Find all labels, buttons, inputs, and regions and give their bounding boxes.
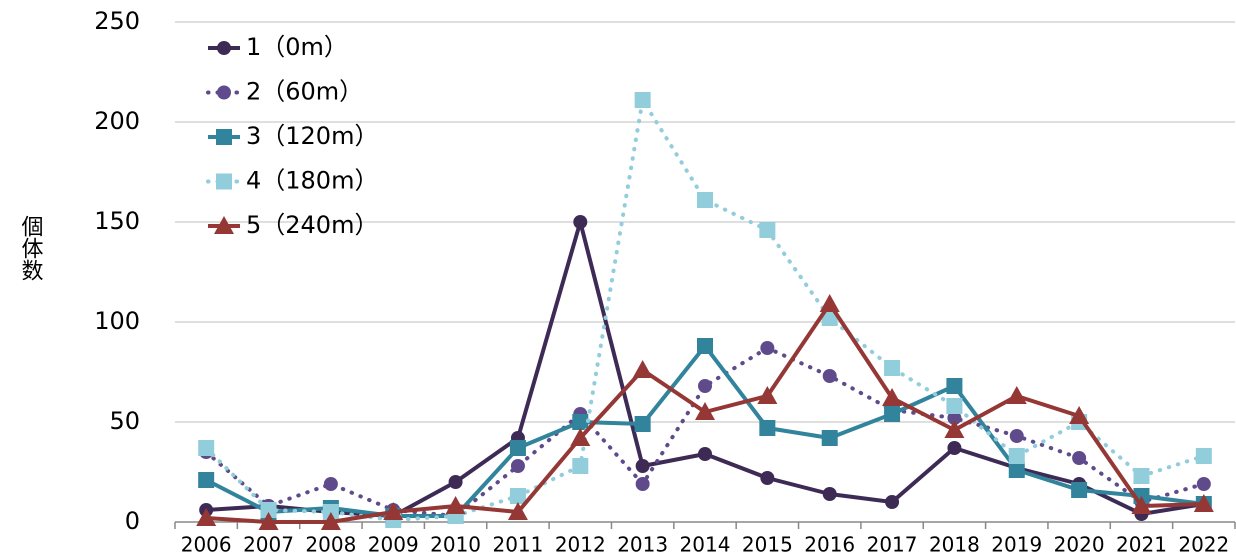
- data-point: [320, 512, 341, 530]
- x-tick-label: 2012: [555, 533, 606, 556]
- data-point: [573, 215, 588, 229]
- data-point: [822, 369, 837, 383]
- data-point: [1131, 496, 1152, 514]
- y-tick-label: 100: [94, 307, 140, 335]
- x-tick-label: 2006: [181, 533, 232, 556]
- data-point: [635, 459, 650, 473]
- data-point: [448, 475, 463, 489]
- data-point: [1195, 448, 1212, 464]
- data-point: [509, 488, 526, 504]
- data-point: [1196, 477, 1211, 491]
- data-point: [1193, 494, 1214, 512]
- data-point: [1009, 429, 1024, 443]
- data-point: [1133, 468, 1150, 484]
- legend-marker: [214, 216, 234, 234]
- data-point: [1008, 462, 1025, 478]
- data-point: [572, 458, 589, 474]
- data-point: [759, 420, 776, 436]
- legend-label: 5（240m）: [246, 211, 378, 239]
- x-tick-label: 2007: [243, 533, 294, 556]
- x-tick-label: 2018: [929, 533, 980, 556]
- x-tick-label: 2017: [867, 533, 918, 556]
- y-tick-label: 250: [94, 7, 140, 35]
- data-point: [383, 502, 404, 520]
- x-tick-label: 2022: [1178, 533, 1229, 556]
- data-point: [819, 294, 840, 312]
- legend-marker: [216, 129, 232, 145]
- x-tick-label: 2019: [991, 533, 1042, 556]
- data-point: [946, 398, 963, 414]
- data-point: [1072, 451, 1087, 465]
- data-point: [260, 502, 277, 518]
- data-point: [946, 378, 963, 394]
- data-point: [1071, 482, 1088, 498]
- x-tick-label: 2011: [492, 533, 543, 556]
- legend-marker: [217, 41, 231, 55]
- data-point: [507, 502, 528, 520]
- legend-label: 3（120m）: [246, 122, 378, 150]
- data-point: [570, 428, 591, 446]
- data-point: [760, 471, 775, 485]
- data-point: [323, 477, 338, 491]
- data-point: [258, 512, 279, 530]
- x-tick-label: 2021: [1116, 533, 1167, 556]
- y-tick-label: 150: [94, 207, 140, 235]
- data-point: [632, 360, 653, 378]
- data-point: [884, 360, 901, 376]
- x-tick-label: 2009: [368, 533, 419, 556]
- x-tick-label: 2008: [305, 533, 356, 556]
- legend-label: 2（60m）: [246, 78, 363, 106]
- data-point: [947, 441, 962, 455]
- data-point: [698, 447, 712, 461]
- data-point: [822, 487, 837, 501]
- series-line: [205, 344, 1205, 518]
- x-tick-label: 2016: [804, 533, 855, 556]
- data-point: [821, 430, 838, 446]
- legend-marker: [216, 173, 232, 190]
- y-axis-label: 個体数: [18, 215, 44, 281]
- data-point: [634, 416, 651, 432]
- data-point: [510, 459, 525, 473]
- y-tick-label: 50: [109, 407, 140, 435]
- data-point: [509, 440, 526, 456]
- legend-marker: [217, 85, 231, 100]
- data-point: [698, 379, 712, 393]
- data-point: [947, 411, 962, 425]
- data-point: [198, 472, 215, 488]
- data-point: [445, 496, 466, 514]
- data-point: [1008, 448, 1025, 464]
- data-point: [697, 338, 713, 354]
- data-point: [821, 310, 838, 326]
- x-tick-label: 2010: [430, 533, 481, 556]
- y-tick-label: 200: [94, 107, 140, 135]
- data-point: [760, 341, 775, 355]
- data-point: [634, 92, 651, 108]
- data-point: [885, 495, 900, 509]
- data-point: [1069, 406, 1090, 424]
- series-line: [206, 220, 1205, 518]
- y-tick-label: 0: [125, 507, 140, 535]
- data-point: [198, 440, 215, 456]
- data-point: [695, 402, 715, 420]
- data-point: [882, 388, 903, 406]
- data-point: [635, 477, 650, 491]
- x-tick-label: 2013: [617, 533, 668, 556]
- data-point: [1006, 386, 1027, 404]
- x-tick-label: 2020: [1054, 533, 1105, 556]
- data-point: [944, 420, 965, 438]
- data-point: [697, 192, 713, 208]
- x-tick-label: 2015: [742, 533, 793, 556]
- data-point: [572, 414, 589, 430]
- data-point: [884, 406, 901, 422]
- data-point: [757, 386, 778, 404]
- data-point: [196, 508, 217, 526]
- data-point: [759, 222, 776, 238]
- x-tick-label: 2014: [680, 533, 731, 556]
- legend-label: 1（0m）: [246, 33, 348, 61]
- series-line: [204, 346, 1206, 518]
- legend-label: 4（180m）: [246, 167, 378, 195]
